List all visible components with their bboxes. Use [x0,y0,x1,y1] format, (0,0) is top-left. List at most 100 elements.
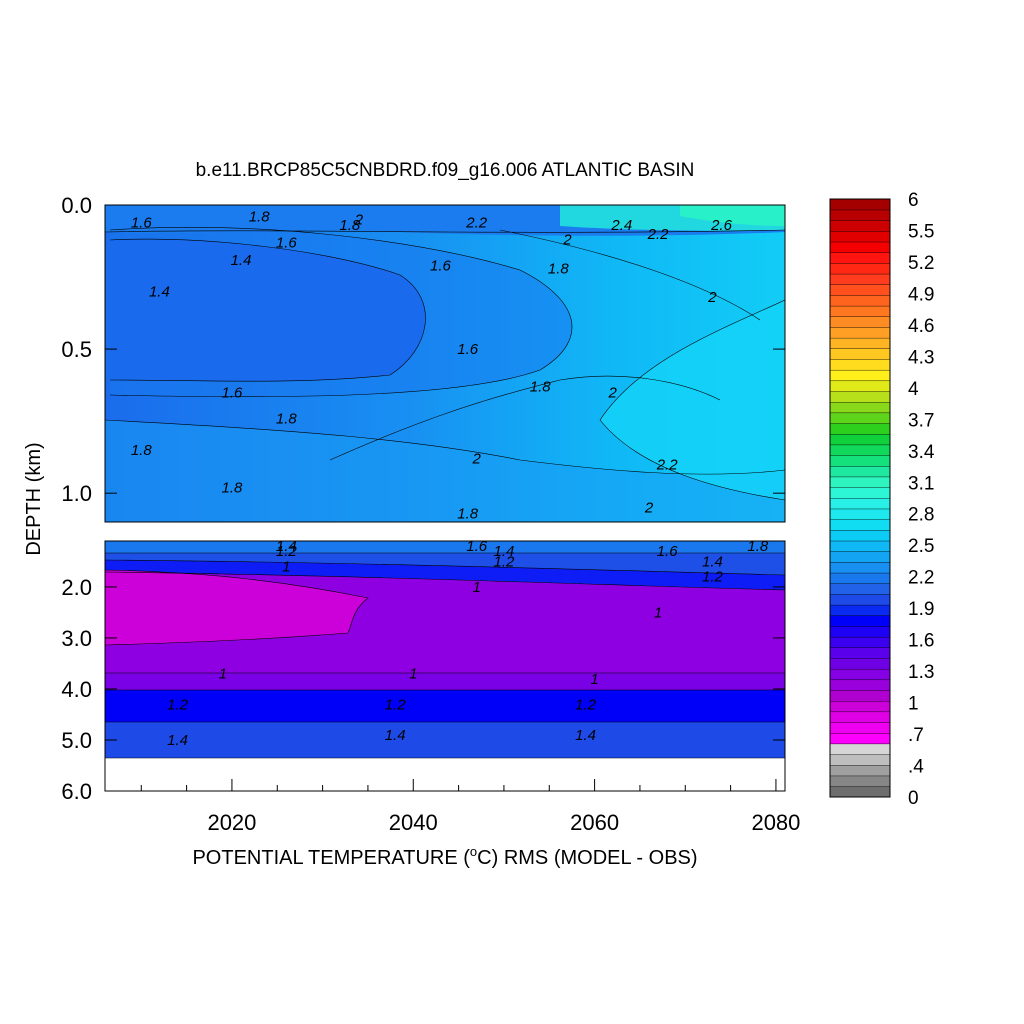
lower-ytick-label-1: 3.0 [61,626,92,651]
colorbar-swatch-51 [829,241,891,253]
colorbar-swatch-17 [829,604,891,616]
colorbar-swatch-0 [829,786,891,798]
xtick-label-0: 2020 [207,810,256,835]
colorbar-swatch-28 [829,487,891,499]
xtick-label-2: 2060 [570,810,619,835]
upper-contour-label-20: 1.8 [131,442,153,459]
upper-band-deep-1.8 [105,420,785,522]
lower-band-1.4 [105,553,785,575]
lower-contour-label-19: 1.4 [385,727,406,744]
colorbar-label-7: 3.7 [908,410,934,431]
lower-contour-label-12: 1 [219,666,227,683]
upper-contour-label-12: 1.8 [548,260,570,277]
colorbar-swatch-35 [829,412,891,424]
lower-band-1.0-deep [105,673,785,690]
y-axis-title: DEPTH (km) [23,442,45,555]
colorbar-swatch-53 [829,220,891,232]
upper-contour-label-11: 2 [562,232,572,249]
colorbar-frame [829,198,891,798]
upper-ytick-label-2: 1.0 [61,481,92,506]
upper-contour-label-7: 2.2 [465,214,488,231]
colorbar-swatch-9 [829,690,891,702]
colorbar-label-1: 5.5 [908,221,934,242]
upper-panel-frame [104,204,786,523]
lower-ytick-label-4: 6.0 [61,779,92,804]
colorbar-swatch-4 [829,743,891,755]
upper-contour-label-16: 1.8 [530,379,552,396]
upper-contour-label-18: 1.6 [222,384,244,401]
xtick-label-3: 2080 [751,810,800,835]
lower-contour-lines [105,552,785,759]
lower-contour-label-8: 1.4 [702,553,723,570]
colorbar-swatch-33 [829,433,891,446]
colorbar-swatch-54 [829,209,891,221]
colorbar-swatch-5 [829,732,891,745]
xtick-label-1: 2040 [389,810,438,835]
upper-contour-labels: 1.6 1.81.821.61.41.42.2 2.42.22.621.81.621… [131,209,733,523]
colorbar-label-18: .4 [908,757,924,778]
lower-pocket-0.8 [105,570,368,645]
chart-title: b.e11.BRCP85C5CNBDRD.f09_g16.006 ATLANTI… [196,160,695,181]
lower-contour-label-3: 1.6 [466,538,488,555]
colorbar-swatch-45 [829,305,891,317]
colorbar-swatch-10 [829,679,891,691]
colorbar-label-5: 4.3 [908,347,934,368]
colorbar-swatch-26 [829,508,891,520]
colorbar-swatch-29 [829,476,891,488]
upper-core-1.6 [110,227,573,397]
upper-contour-label-3: 2 [354,211,364,228]
colorbar-swatch-38 [829,380,891,392]
lower-contour-label-6: 1 [473,579,481,596]
x-axis-title-degree: o [470,844,477,859]
upper-surface-edge [680,205,785,226]
lower-contour-label-7: 1.6 [657,543,679,560]
colorbar-label-16: 1 [908,694,919,715]
lower-contour-label-13: 1 [409,666,417,683]
colorbar-label-12: 2.2 [908,568,934,589]
lower-contour-label-4: 1.4 [494,543,515,560]
colorbar-swatch-20 [829,572,891,584]
lower-contour-label-20: 1.4 [575,727,596,744]
colorbar-swatch-42 [829,337,891,350]
colorbar-label-4: 4.6 [908,316,934,337]
colorbar-swatch-24 [829,529,891,542]
upper-contour-label-17: 2 [608,384,618,401]
x-axis-title-part1: POTENTIAL TEMPERATURE ( [192,847,470,869]
lower-contour-label-5: 1.2 [494,553,516,570]
colorbar-label-14: 1.6 [908,631,934,652]
colorbar-label-2: 5.2 [908,253,934,274]
colorbar-label-8: 3.4 [908,442,935,463]
colorbar-swatch-14 [829,636,891,648]
upper-contour-label-21: 2 [472,451,482,468]
colorbar-swatch-50 [829,252,891,264]
colorbar-label-13: 1.9 [908,599,934,620]
colorbar-swatch-15 [829,625,891,638]
upper-contour-label-25: 2 [644,500,654,517]
colorbar-label-6: 4 [908,379,919,400]
colorbar-label-9: 3.1 [908,473,934,494]
upper-contour-label-15: 1.6 [457,341,479,358]
colorbar-swatch-39 [829,369,891,382]
colorbar-swatch-7 [829,711,891,723]
colorbar-swatch-16 [829,615,891,627]
colorbar-swatch-8 [829,700,891,713]
colorbar-label-15: 1.3 [908,662,934,683]
colorbar-swatch-12 [829,657,891,670]
colorbar-swatch-23 [829,540,891,552]
x-axis-title-part2: C) RMS (MODEL - OBS) [477,847,697,869]
colorbar-swatch-37 [829,391,891,403]
upper-contour-label-2: 1.8 [339,217,361,234]
upper-contour-label-4: 1.6 [276,234,298,251]
colorbar-swatch-46 [829,294,891,307]
upper-contour-label-5: 1.4 [231,252,252,269]
colorbar-swatch-21 [829,561,891,574]
colorbar-swatch-25 [829,519,891,531]
upper-contour-label-0: 1.6 [131,214,153,231]
colorbar: 6 5.5 5.2 4.9 4.6 4.3 4 3.7 3.4 3.1 2.8 2.5 2.2 1.9 1.… [829,190,935,809]
colorbar-swatch-55 [829,198,891,211]
lower-band-1.2-deep [105,690,785,722]
colorbar-swatch-18 [829,593,891,606]
upper-contour-label-8: 2.4 [610,217,632,234]
colorbar-swatch-22 [829,551,891,563]
